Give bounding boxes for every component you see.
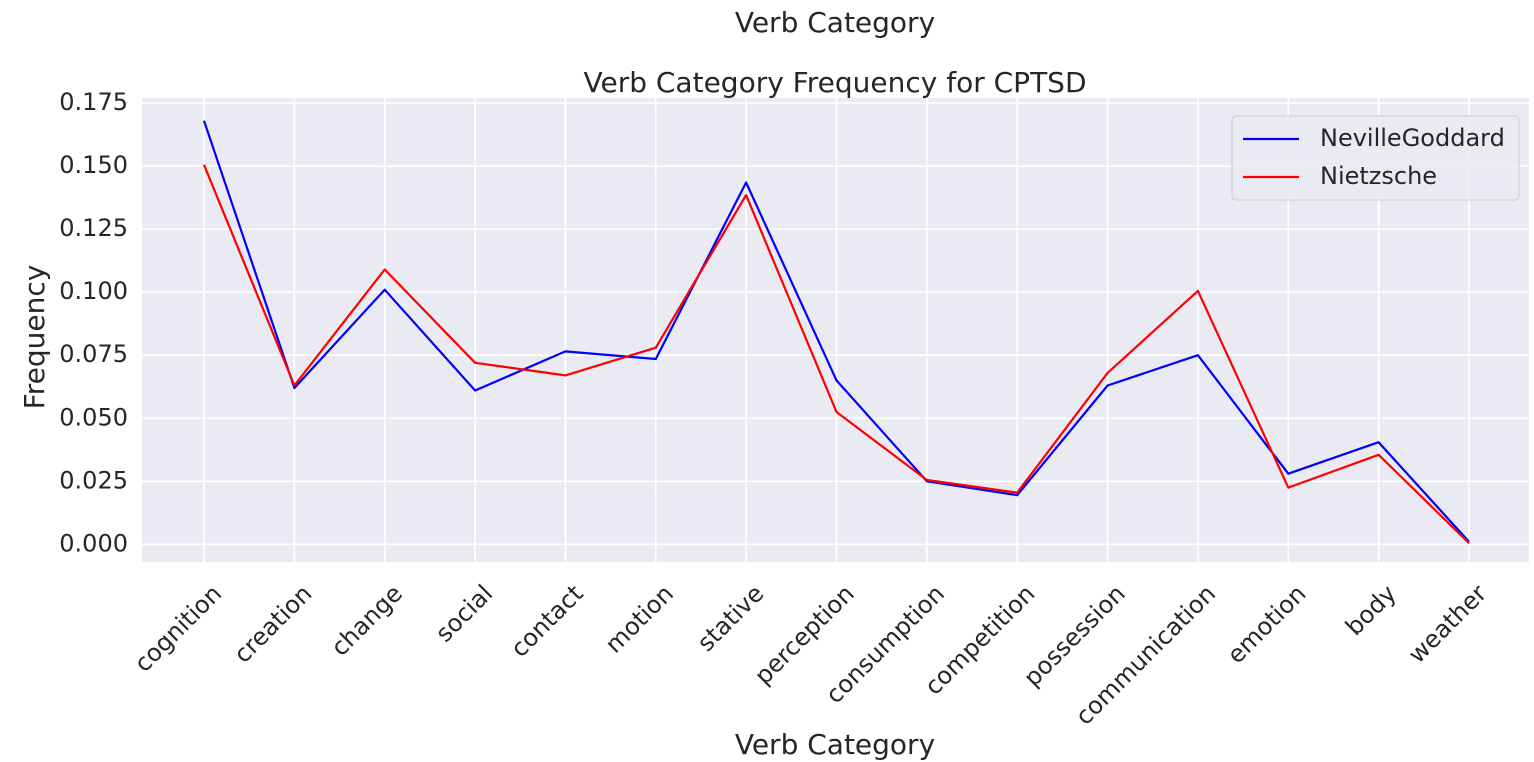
legend-frame	[1231, 115, 1520, 201]
x-tick-label: cognition	[129, 579, 227, 677]
x-tick-label: stative	[692, 579, 770, 657]
x-axis-ticks: cognition creation change social contact moti…	[129, 579, 1492, 730]
y-tick-label: 0.075	[59, 340, 128, 368]
data-series	[202, 120, 1470, 544]
series-line	[202, 164, 1470, 544]
legend-entry-label: NevilleGoddard	[1320, 124, 1505, 152]
x-tick-label: social	[430, 579, 498, 647]
y-tick-label: 0.125	[59, 214, 128, 242]
y-tick-label: 0.175	[59, 88, 128, 116]
y-tick-label: 0.150	[59, 151, 128, 179]
x-axis-label: Verb Category	[735, 728, 935, 761]
x-tick-label: change	[326, 579, 408, 661]
x-tick-label: creation	[228, 579, 317, 668]
y-axis-label: Frequency	[18, 265, 51, 410]
series-line	[202, 120, 1470, 543]
y-tick-label: 0.025	[59, 466, 128, 494]
y-tick-label: 0.000	[59, 529, 128, 557]
x-tick-label: contact	[505, 579, 588, 662]
x-tick-label: body	[1340, 579, 1402, 641]
y-tick-label: 0.050	[59, 403, 128, 431]
x-tick-label: emotion	[1222, 579, 1312, 669]
y-axis-ticks: 0.000 0.025 0.050 0.075 0.100 0.125 0.150 0.175	[59, 88, 128, 557]
grid-lines	[142, 98, 1529, 562]
x-tick-label: weather	[1403, 579, 1492, 668]
figure-suptitle: Verb Category	[735, 6, 935, 39]
y-tick-label: 0.100	[59, 277, 128, 305]
x-tick-label: motion	[600, 579, 679, 658]
legend: NevilleGoddard Nietzsche	[1231, 115, 1520, 201]
chart-title: Verb Category Frequency for CPTSD	[583, 66, 1086, 99]
legend-entry-label: Nietzsche	[1320, 162, 1437, 190]
